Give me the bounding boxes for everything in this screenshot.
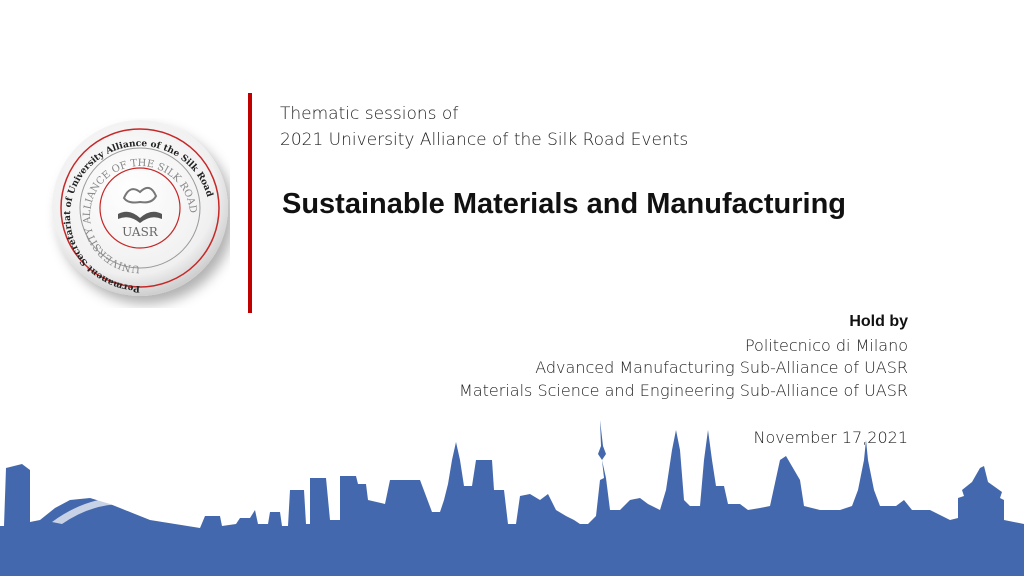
slide-title: Sustainable Materials and Manufacturing — [282, 188, 846, 220]
organizer-1: Politecnico di Milano — [744, 336, 908, 355]
uasr-logo: Permanent Secretariat of University Alli… — [30, 118, 230, 312]
red-divider — [248, 93, 252, 313]
subtitle-line-1: Thematic sessions of — [280, 104, 459, 124]
event-date: November 17,2021 — [753, 428, 908, 447]
hold-by-label: Hold by — [849, 313, 908, 330]
svg-text:UASR: UASR — [122, 225, 159, 239]
organizer-3: Materials Science and Engineering Sub-Al… — [459, 381, 908, 400]
organizer-2: Advanced Manufacturing Sub-Alliance of U… — [535, 358, 908, 377]
city-skyline — [0, 420, 1024, 580]
subtitle-line-2: 2021 University Alliance of the Silk Roa… — [280, 130, 689, 150]
